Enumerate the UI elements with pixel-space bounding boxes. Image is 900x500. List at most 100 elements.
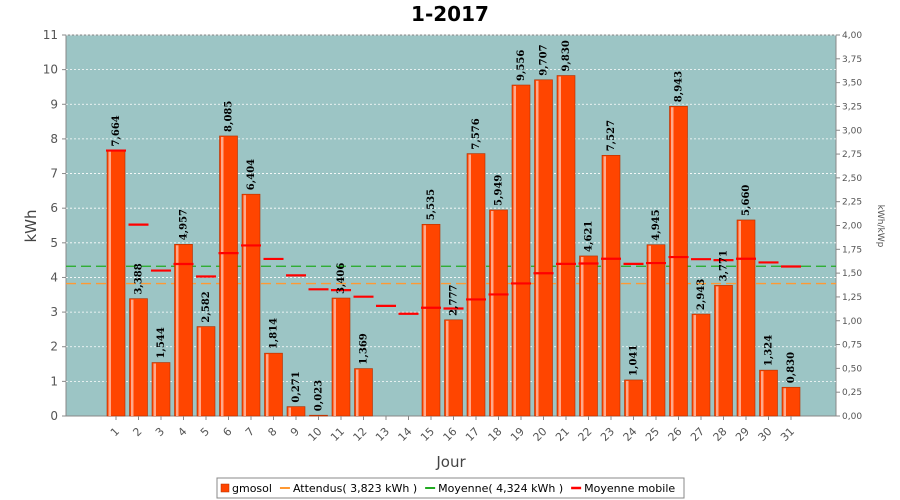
bar-highlight <box>738 220 741 416</box>
data-label: 9,707 <box>539 44 550 75</box>
data-label: 1,369 <box>359 333 370 364</box>
data-label: 5,535 <box>426 189 437 220</box>
y-tick-label-right: 1,25 <box>842 293 862 303</box>
bar-highlight <box>648 245 651 416</box>
x-tick-label: 13 <box>373 425 392 444</box>
y-tick-label-left: 0 <box>50 409 58 423</box>
bar-highlight <box>243 195 246 416</box>
bar-highlight <box>761 371 764 416</box>
bar-highlight <box>513 86 516 417</box>
bar-highlight <box>716 286 719 416</box>
x-tick-label: 28 <box>711 425 730 444</box>
y-axis-title-left: kWh <box>22 209 40 242</box>
bar-highlight <box>131 299 134 416</box>
bar <box>309 414 328 417</box>
x-tick-label: 1 <box>108 425 122 439</box>
bar-highlight <box>423 225 426 416</box>
legend-swatch <box>220 483 230 493</box>
y-tick-label-right: 4,00 <box>842 31 862 41</box>
y-tick-label-right: 0,00 <box>842 412 862 422</box>
y-tick-label-right: 3,00 <box>842 126 862 136</box>
data-label: 7,576 <box>471 118 482 149</box>
bar-highlight <box>108 151 111 416</box>
data-label: 2,582 <box>201 291 212 322</box>
bar-highlight <box>198 327 201 416</box>
x-tick-label: 3 <box>153 425 167 439</box>
x-tick-label: 10 <box>306 425 325 444</box>
y-tick-label-left: 5 <box>50 236 58 250</box>
x-tick-label: 26 <box>666 425 685 444</box>
legend-item-label: Moyenne( 4,324 kWh ) <box>438 482 563 495</box>
y-tick-label-right: 1,75 <box>842 245 862 255</box>
data-label: 5,949 <box>494 175 505 206</box>
data-label: 9,830 <box>561 40 572 71</box>
y-tick-label-left: 3 <box>50 305 58 319</box>
y-tick-label-right: 0,75 <box>842 341 862 351</box>
data-label: 9,556 <box>516 50 527 81</box>
bar-highlight <box>491 210 494 416</box>
data-label: 1,544 <box>156 327 167 358</box>
bar-highlight <box>626 380 629 416</box>
x-tick-label: 5 <box>198 425 212 439</box>
x-tick-label: 23 <box>598 425 617 444</box>
bar-highlight <box>153 363 156 416</box>
x-tick-label: 4 <box>175 425 189 439</box>
bar-highlight <box>333 299 336 416</box>
y-tick-label-right: 2,75 <box>842 150 862 160</box>
data-label: 0,271 <box>291 371 302 402</box>
x-tick-label: 21 <box>553 425 572 444</box>
x-tick-label: 11 <box>328 425 347 444</box>
bar-highlight <box>783 388 786 416</box>
x-tick-label: 16 <box>441 425 460 444</box>
y-tick-label-left: 1 <box>50 374 58 388</box>
y-tick-label-right: 1,50 <box>842 269 862 279</box>
data-label: 1,324 <box>764 335 775 366</box>
x-tick-label: 2 <box>130 425 144 439</box>
bar-highlight <box>581 256 584 416</box>
x-tick-label: 22 <box>576 425 595 444</box>
data-label: 7,664 <box>111 115 122 146</box>
bar-highlight <box>536 80 539 416</box>
y-tick-label-left: 10 <box>43 63 58 77</box>
bar-highlight <box>603 156 606 416</box>
x-tick-label: 14 <box>396 425 415 444</box>
x-tick-label: 9 <box>288 425 302 439</box>
bar-highlight <box>266 354 269 416</box>
legend-item-label: gmosol <box>232 482 272 495</box>
y-tick-label-right: 3,75 <box>842 55 862 65</box>
data-label: 8,085 <box>224 101 235 132</box>
y-tick-label-right: 0,25 <box>842 388 862 398</box>
data-label: 7,527 <box>606 120 617 151</box>
x-tick-label: 8 <box>265 425 279 439</box>
y-tick-label-right: 1,00 <box>842 317 862 327</box>
bar-highlight <box>221 136 224 416</box>
y-tick-label-right: 2,25 <box>842 198 862 208</box>
x-tick-label: 7 <box>243 425 257 439</box>
data-label: 4,621 <box>584 221 595 252</box>
y-tick-label-left: 2 <box>50 340 58 354</box>
data-label: 8,943 <box>674 71 685 102</box>
data-label: 0,830 <box>786 352 797 383</box>
y-tick-label-left: 9 <box>50 97 58 111</box>
legend-item-label: Moyenne mobile <box>584 482 675 495</box>
x-tick-label: 25 <box>643 425 662 444</box>
x-tick-label: 18 <box>486 425 505 444</box>
bar-highlight <box>671 107 674 416</box>
x-tick-label: 15 <box>418 425 437 444</box>
data-label: 4,945 <box>651 209 662 240</box>
legend-item-label: Attendus( 3,823 kWh ) <box>293 482 417 495</box>
x-tick-label: 12 <box>351 425 370 444</box>
y-tick-label-right: 2,50 <box>842 174 862 184</box>
legend-box <box>216 477 685 499</box>
bar-highlight <box>288 407 291 416</box>
bar-highlight <box>356 369 359 416</box>
x-axis-title: Jour <box>435 453 466 471</box>
bar-highlight <box>468 154 471 416</box>
y-axis-title-right: kWh/kWp <box>875 205 885 248</box>
y-tick-label-left: 11 <box>43 28 58 42</box>
x-tick-label: 24 <box>621 425 640 444</box>
data-label: 1,041 <box>629 345 640 376</box>
bar-highlight <box>176 245 179 416</box>
bar-highlight <box>558 76 561 417</box>
